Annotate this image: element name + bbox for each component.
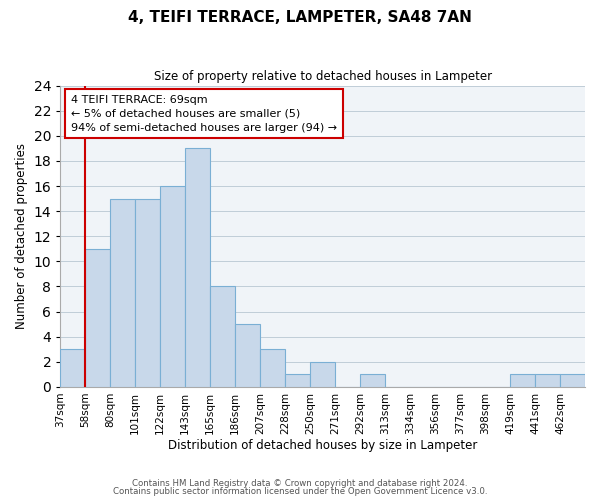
Bar bbox=[285, 374, 310, 387]
Y-axis label: Number of detached properties: Number of detached properties bbox=[15, 144, 28, 330]
Bar bbox=[360, 374, 385, 387]
Bar bbox=[510, 374, 535, 387]
Bar bbox=[535, 374, 560, 387]
Bar bbox=[61, 350, 85, 387]
Bar bbox=[135, 198, 160, 387]
Bar bbox=[185, 148, 210, 387]
Bar bbox=[210, 286, 235, 387]
Text: Contains public sector information licensed under the Open Government Licence v3: Contains public sector information licen… bbox=[113, 487, 487, 496]
Text: Contains HM Land Registry data © Crown copyright and database right 2024.: Contains HM Land Registry data © Crown c… bbox=[132, 478, 468, 488]
Text: 4 TEIFI TERRACE: 69sqm
← 5% of detached houses are smaller (5)
94% of semi-detac: 4 TEIFI TERRACE: 69sqm ← 5% of detached … bbox=[71, 94, 337, 132]
Bar bbox=[310, 362, 335, 387]
Bar bbox=[235, 324, 260, 387]
Text: 4, TEIFI TERRACE, LAMPETER, SA48 7AN: 4, TEIFI TERRACE, LAMPETER, SA48 7AN bbox=[128, 10, 472, 25]
Bar bbox=[260, 350, 285, 387]
Bar bbox=[110, 198, 135, 387]
Bar bbox=[85, 249, 110, 387]
Bar bbox=[160, 186, 185, 387]
Bar bbox=[560, 374, 585, 387]
Title: Size of property relative to detached houses in Lampeter: Size of property relative to detached ho… bbox=[154, 70, 492, 83]
X-axis label: Distribution of detached houses by size in Lampeter: Distribution of detached houses by size … bbox=[168, 440, 478, 452]
